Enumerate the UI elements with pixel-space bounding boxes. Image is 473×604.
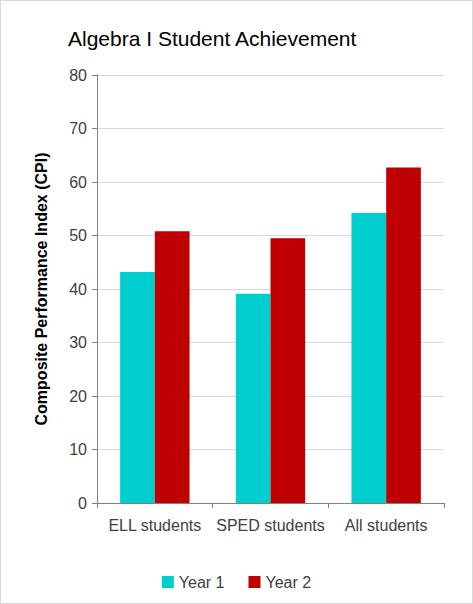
svg-text:0: 0 [78,495,87,512]
svg-text:ELL students: ELL students [108,517,201,534]
svg-text:SPED students: SPED students [216,517,325,534]
svg-text:80: 80 [69,67,87,84]
svg-text:20: 20 [69,388,87,405]
svg-text:30: 30 [69,334,87,351]
svg-text:40: 40 [69,281,87,298]
svg-text:70: 70 [69,120,87,137]
svg-text:Composite Performance Index (C: Composite Performance Index (CPI) [33,153,50,426]
svg-text:10: 10 [69,441,87,458]
svg-text:50: 50 [69,227,87,244]
svg-text:Algebra I Student Achievement: Algebra I Student Achievement [68,27,357,50]
svg-text:60: 60 [69,174,87,191]
svg-text:All students: All students [345,517,428,534]
svg-text:Year 1: Year 1 [179,574,225,591]
svg-text:Year 2: Year 2 [266,574,312,591]
